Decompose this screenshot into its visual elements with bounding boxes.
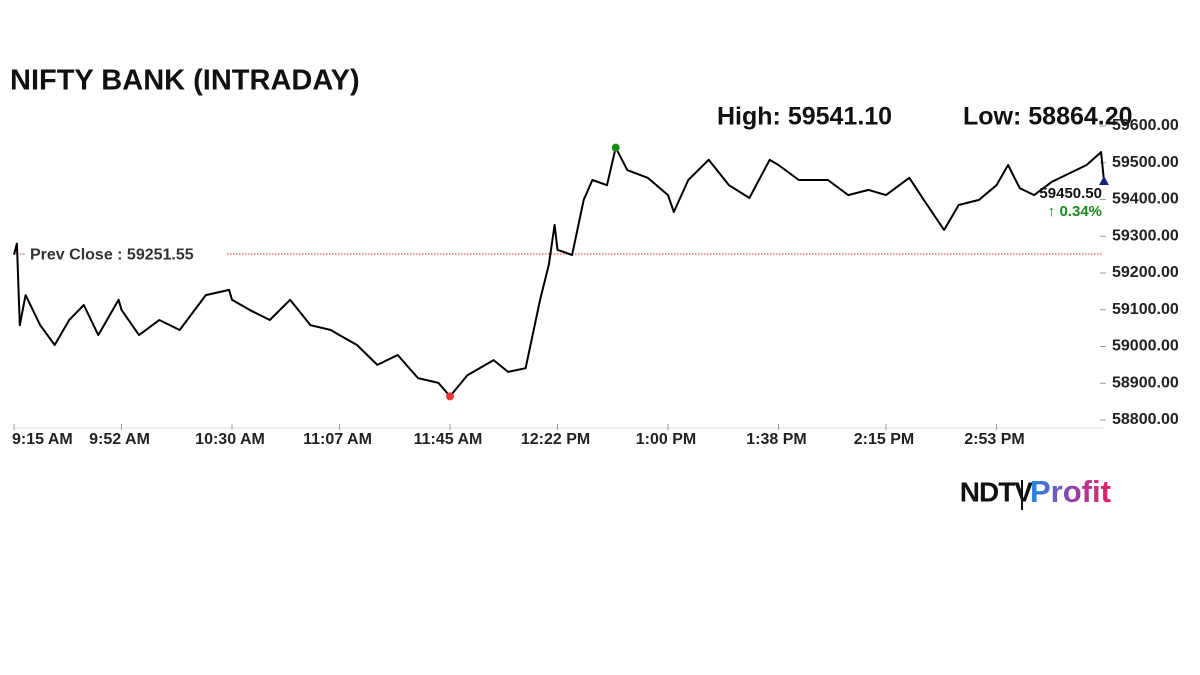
chart-title: NIFTY BANK (INTRADAY) bbox=[10, 65, 360, 97]
x-tick-label: 1:38 PM bbox=[746, 431, 806, 448]
y-tick-label: 59000.00 bbox=[1112, 338, 1179, 355]
y-tick-label: 59200.00 bbox=[1112, 264, 1179, 281]
x-tick-label: 11:07 AM bbox=[303, 431, 372, 448]
x-tick-label: 1:00 PM bbox=[636, 431, 696, 448]
y-tick-label: 59400.00 bbox=[1112, 191, 1179, 208]
y-tick-label: 58900.00 bbox=[1112, 374, 1179, 391]
logo-profit: Profit bbox=[1030, 474, 1111, 509]
prev-close-label: Prev Close : 59251.55 bbox=[30, 246, 194, 263]
last-marker bbox=[1099, 175, 1109, 185]
y-tick-label: 59600.00 bbox=[1112, 117, 1179, 134]
x-tick-label: 11:45 AM bbox=[414, 431, 483, 448]
x-tick-label: 9:52 AM bbox=[89, 431, 150, 448]
low-marker bbox=[446, 392, 454, 401]
x-tick-label: 10:30 AM bbox=[195, 431, 265, 448]
x-tick-label: 2:53 PM bbox=[964, 431, 1024, 448]
low-label: Low: 58864.20 bbox=[963, 103, 1133, 131]
y-tick-label: 59500.00 bbox=[1112, 154, 1179, 171]
x-tick-label: 9:15 AM bbox=[12, 431, 73, 448]
x-tick-label: 12:22 PM bbox=[521, 431, 590, 448]
high-label: High: 59541.10 bbox=[717, 103, 892, 131]
last-value-label: 59450.50 bbox=[1039, 185, 1102, 202]
price-line bbox=[13, 146, 1105, 398]
y-tick-label: 59100.00 bbox=[1112, 301, 1179, 318]
y-tick-label: 58800.00 bbox=[1112, 411, 1179, 428]
y-tick-label: 59300.00 bbox=[1112, 227, 1179, 244]
change-label: ↑ 0.34% bbox=[1048, 203, 1102, 220]
x-tick-label: 2:15 PM bbox=[854, 431, 914, 448]
prev-close-bg bbox=[26, 243, 226, 266]
high-marker bbox=[611, 143, 620, 152]
